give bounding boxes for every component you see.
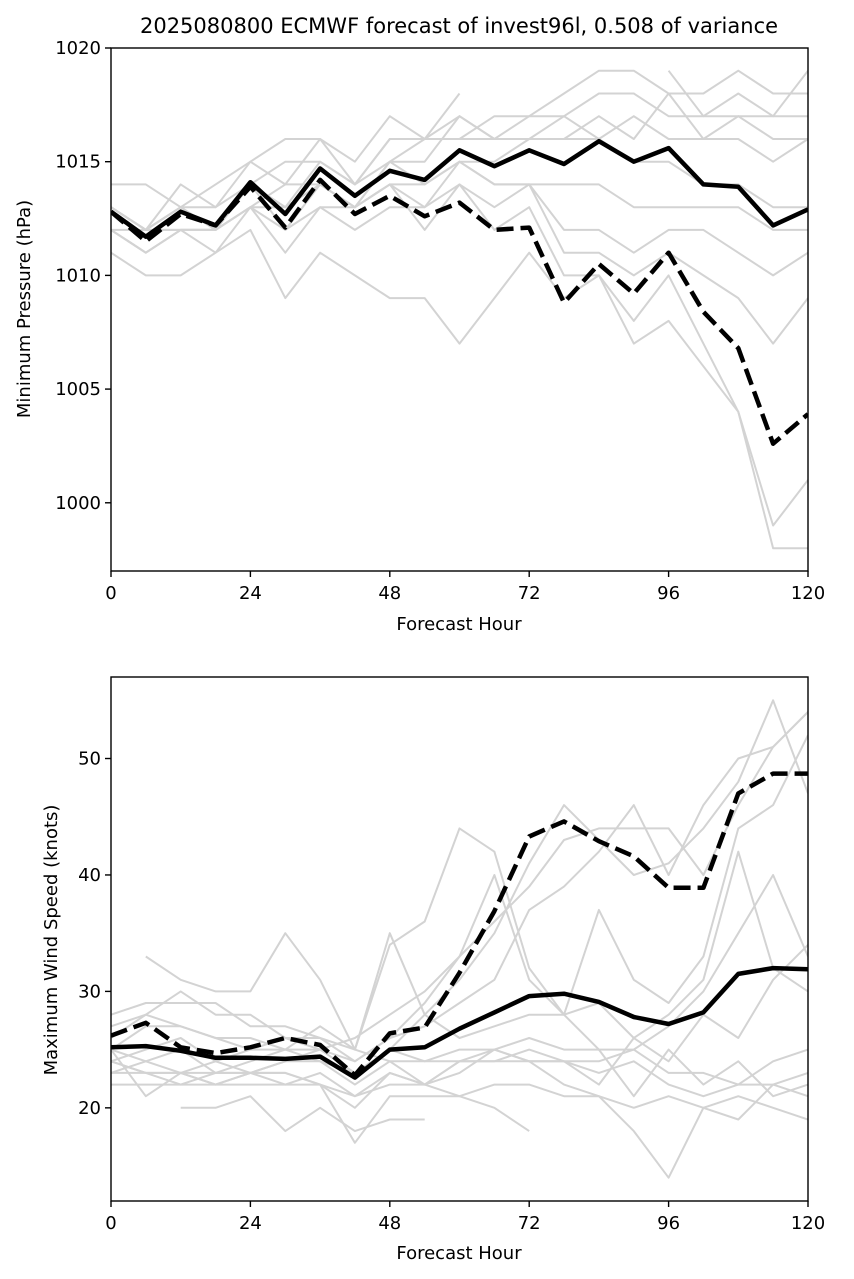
pressure-y-tick-label: 1000 xyxy=(55,493,101,514)
wind-ensemble-member-line xyxy=(111,734,808,1063)
wind-highlight-line xyxy=(111,771,808,1078)
pressure-x-tick-label: 72 xyxy=(518,583,541,604)
pressure-x-tick-label: 0 xyxy=(105,583,116,604)
wind-x-tick-label: 24 xyxy=(239,1213,262,1234)
wind-y-tick-label: 20 xyxy=(78,1098,101,1119)
wind-ensemble-member-line xyxy=(180,1095,425,1133)
pressure-ensemble-member-line xyxy=(111,92,461,231)
wind-x-tick-label: 0 xyxy=(105,1213,116,1234)
pressure-y-tick-label: 1005 xyxy=(55,379,101,400)
wind-y-tick-label: 30 xyxy=(78,981,101,1002)
wind-y-tick-label: 40 xyxy=(78,865,101,886)
pressure-plot-area xyxy=(111,69,808,550)
pressure-ensemble-member-line xyxy=(111,228,808,550)
wind-plot-area xyxy=(111,699,808,1179)
pressure-x-tick-label: 48 xyxy=(378,583,401,604)
pressure-axes-frame xyxy=(110,47,809,572)
wind-ensemble-member-line xyxy=(111,827,808,1051)
wind-x-tick-label: 48 xyxy=(378,1213,401,1234)
wind-ensemble-member-line xyxy=(111,699,808,1074)
wind-ensemble-member-line xyxy=(111,1037,808,1098)
pressure-ensemble-member-line xyxy=(667,70,808,118)
pressure-ensemble-member-line xyxy=(111,183,808,527)
wind-x-tick-label: 96 xyxy=(657,1213,680,1234)
pressure-y-tick-label: 1020 xyxy=(55,38,101,59)
wind-x-axis-label: Forecast Hour xyxy=(396,1243,522,1264)
wind-x-tick-label: 120 xyxy=(791,1213,825,1234)
pressure-panel: Forecast Hour Minimum Pressure (hPa) 0 24… xyxy=(14,38,825,635)
pressure-y-axis-label: Minimum Pressure (hPa) xyxy=(14,200,35,418)
wind-panel: Forecast Hour Maximum Wind Speed (knots)… xyxy=(41,676,825,1264)
wind-mean-line xyxy=(111,965,808,1080)
wind-ensemble-member-line xyxy=(111,1048,808,1179)
wind-y-axis-label: Maximum Wind Speed (knots) xyxy=(41,805,62,1076)
wind-ensemble-member-line xyxy=(145,932,530,1132)
wind-y-tick-label: 50 xyxy=(78,749,101,770)
pressure-highlight-line xyxy=(111,177,808,446)
pressure-y-tick-label: 1015 xyxy=(55,152,101,173)
chart-title: 2025080800 ECMWF forecast of invest96l, … xyxy=(140,14,778,38)
pressure-x-tick-label: 96 xyxy=(657,583,680,604)
pressure-x-axis-label: Forecast Hour xyxy=(396,614,522,635)
wind-x-tick-label: 72 xyxy=(518,1213,541,1234)
pressure-x-tick-label: 120 xyxy=(791,583,825,604)
wind-ensemble-member-line xyxy=(111,711,808,1063)
pressure-y-tick-label: 1010 xyxy=(55,265,101,286)
wind-ensemble-member-line xyxy=(111,850,808,1051)
wind-axes-frame xyxy=(110,676,809,1202)
pressure-x-tick-label: 24 xyxy=(239,583,262,604)
pressure-ensemble-member-line xyxy=(111,160,808,277)
